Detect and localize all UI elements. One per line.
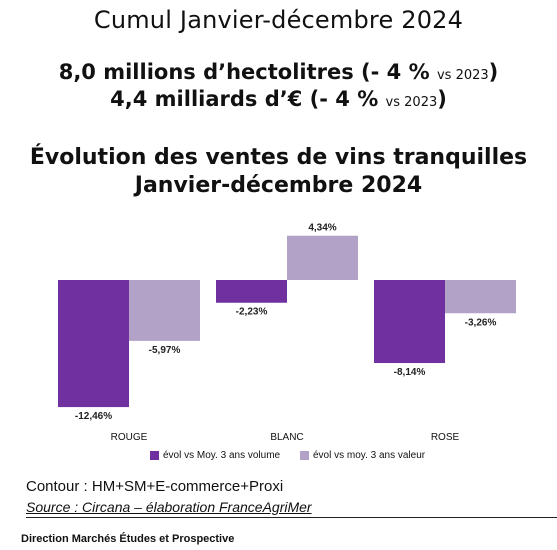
legend-item-valeur: évol vs moy. 3 ans valeur (300, 450, 425, 461)
volume-kpi-close: ) (488, 60, 499, 84)
value-kpi-vs: vs 2023 (385, 95, 438, 110)
legend-swatch (150, 451, 159, 460)
value-kpi-main: 4,4 milliards d’€ (- 4 % (110, 87, 379, 111)
period-title: Cumul Janvier-décembre 2024 (93, 6, 464, 34)
bar-blanc-valeur (287, 235, 358, 280)
value-kpi-close: ) (437, 87, 447, 111)
chart-title-line-1: Évolution des ventes de vins tranquilles (29, 145, 528, 170)
data-label-rose-valeur: -3,26% (465, 317, 497, 328)
bar-rose-volume (374, 280, 445, 364)
legend-label: évol vs Moy. 3 ans volume (163, 450, 281, 461)
chart-legend: évol vs Moy. 3 ans volume évol vs moy. 3 … (0, 450, 557, 472)
legend-item-volume: évol vs Moy. 3 ans volume (150, 450, 280, 461)
chart-title-line-2: Janvier-décembre 2024 (134, 173, 423, 198)
data-label-rose-volume: -8,14% (394, 367, 426, 378)
volume-kpi: 8,0 millions d’hectolitres (- 4 % vs 202… (0, 60, 557, 84)
source-note: Source : Circana – élaboration FranceAgr… (26, 499, 312, 515)
volume-kpi-vs: vs 2023 (436, 68, 489, 83)
footer-text: Direction Marchés Études et Prospective (21, 533, 235, 545)
source-divider (26, 517, 557, 518)
category-label-rose: ROSE (431, 432, 460, 443)
bar-rouge-valeur (129, 280, 200, 341)
category-label-blanc: BLANC (270, 432, 303, 443)
value-kpi: 4,4 milliards d’€ (- 4 % vs 2023) (0, 87, 557, 111)
data-label-rouge-volume: -12,46% (75, 411, 112, 422)
data-label-blanc-valeur: 4,34% (308, 223, 336, 234)
bar-blanc-volume (216, 280, 287, 303)
contour-note: Contour : HM+SM+E-commerce+Proxi (26, 478, 284, 495)
data-label-blanc-volume: -2,23% (236, 307, 268, 318)
volume-kpi-main: 8,0 millions d’hectolitres (- 4 % (58, 60, 430, 84)
bar-chart: -12,46% -5,97% ROUGE -2,23% 4,34% BLANC -8,14%… (58, 223, 516, 443)
data-label-rouge-valeur: -5,97% (149, 345, 181, 356)
bar-rouge-volume (58, 280, 129, 408)
legend-swatch (300, 451, 309, 460)
bar-rose-valeur (445, 280, 516, 314)
category-label-rouge: ROUGE (111, 432, 148, 443)
chart-title: Évolution des ventes de vins tranquilles… (0, 144, 557, 200)
legend-label: évol vs moy. 3 ans valeur (313, 450, 426, 461)
